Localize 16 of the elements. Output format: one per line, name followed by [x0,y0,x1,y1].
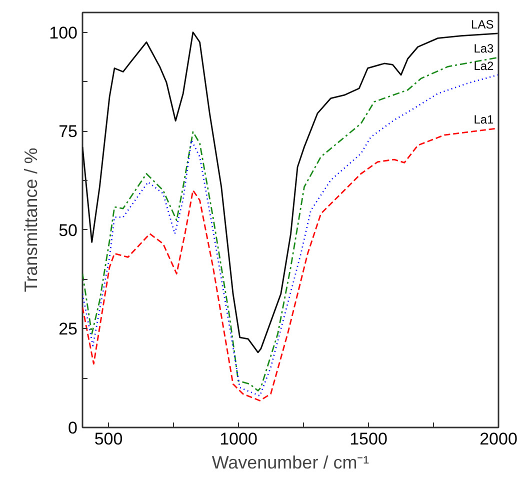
line-series [82,32,498,354]
y-tick-label: 100 [49,23,78,42]
x-tick-label: 500 [94,430,123,448]
x-tick-label: 1000 [220,430,258,448]
series-label: La1 [474,112,494,126]
x-tick-label: 2000 [480,430,518,448]
y-tick-label: 75 [58,122,78,142]
series-label: La2 [474,58,494,73]
series-label: La3 [474,42,494,56]
series-label: LAS [471,17,494,32]
y-tick-label: 25 [58,320,78,339]
x-tick-label: 1500 [350,430,388,448]
y-axis-title: Transmittance / % [21,148,42,292]
y-tick-label: 50 [58,220,78,240]
x-axis-title: Wavenumber / cm⁻¹ [212,452,370,472]
y-tick-label: 0 [68,418,78,438]
